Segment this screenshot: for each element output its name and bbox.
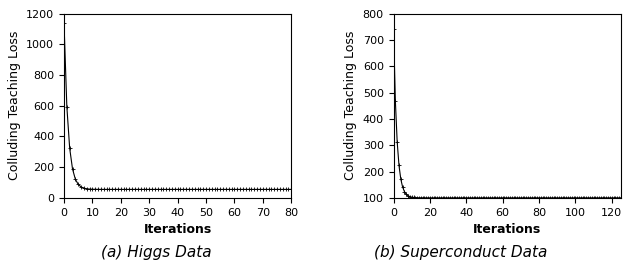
Y-axis label: Colluding Teaching Loss: Colluding Teaching Loss (8, 31, 20, 180)
Y-axis label: Colluding Teaching Loss: Colluding Teaching Loss (344, 31, 357, 180)
Text: (b) Superconduct Data: (b) Superconduct Data (374, 245, 547, 260)
X-axis label: Iterations: Iterations (473, 223, 541, 236)
Text: (a) Higgs Data: (a) Higgs Data (102, 245, 212, 260)
X-axis label: Iterations: Iterations (143, 223, 212, 236)
